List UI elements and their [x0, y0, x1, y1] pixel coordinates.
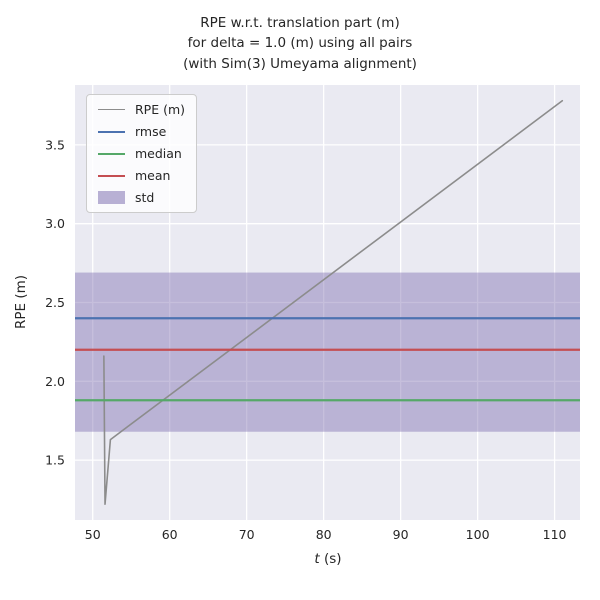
legend-label: mean [135, 168, 171, 183]
legend-label: median [135, 146, 182, 161]
y-tick-label: 1.5 [45, 453, 65, 468]
legend-item: mean [98, 168, 185, 183]
legend-swatch-line [98, 174, 125, 177]
y-tick-label: 2.0 [45, 374, 65, 389]
legend-swatch-line [98, 130, 125, 133]
chart-title: RPE w.r.t. translation part (m) for delt… [183, 15, 417, 72]
y-axis-label: RPE (m) [13, 274, 29, 330]
series-band-std [75, 272, 580, 432]
legend-swatch-line [98, 109, 125, 110]
series-line-RPE (m) [103, 99, 564, 506]
x-tick-label: 90 [393, 527, 409, 542]
legend-swatch-line [98, 152, 125, 155]
x-tick-label: 80 [316, 527, 332, 542]
legend-item: RPE (m) [98, 102, 185, 117]
legend-swatch-band [98, 191, 125, 204]
x-tick-label: 70 [239, 527, 255, 542]
y-tick-label: 2.5 [45, 295, 65, 310]
legend-label: rmse [135, 124, 167, 139]
x-tick-label: 100 [466, 527, 490, 542]
x-axis-label: t (s) [314, 551, 341, 567]
legend-item: median [98, 146, 185, 161]
legend-label: RPE (m) [135, 102, 186, 117]
x-tick-label: 60 [162, 527, 178, 542]
x-tick-label: 110 [543, 527, 567, 542]
x-axis-label-variable: t [314, 551, 320, 567]
legend-label: std [135, 190, 155, 205]
y-tick-label: 3.5 [45, 137, 65, 152]
legend: RPE (m) rmse median mean std [86, 94, 198, 213]
x-axis-label-unit: (s) [319, 551, 342, 567]
legend-item: rmse [98, 124, 185, 139]
legend-item: std [98, 190, 185, 205]
x-tick-label: 50 [85, 527, 101, 542]
y-tick-label: 3.0 [45, 216, 65, 231]
